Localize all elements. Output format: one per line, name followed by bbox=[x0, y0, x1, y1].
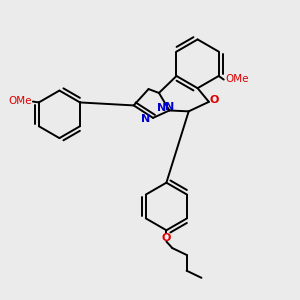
Text: N: N bbox=[157, 103, 167, 113]
Text: O: O bbox=[162, 233, 171, 243]
Text: N: N bbox=[165, 103, 174, 112]
Text: N: N bbox=[141, 114, 150, 124]
Text: OMe: OMe bbox=[8, 96, 32, 106]
Text: OMe: OMe bbox=[225, 74, 248, 84]
Text: O: O bbox=[209, 95, 219, 105]
